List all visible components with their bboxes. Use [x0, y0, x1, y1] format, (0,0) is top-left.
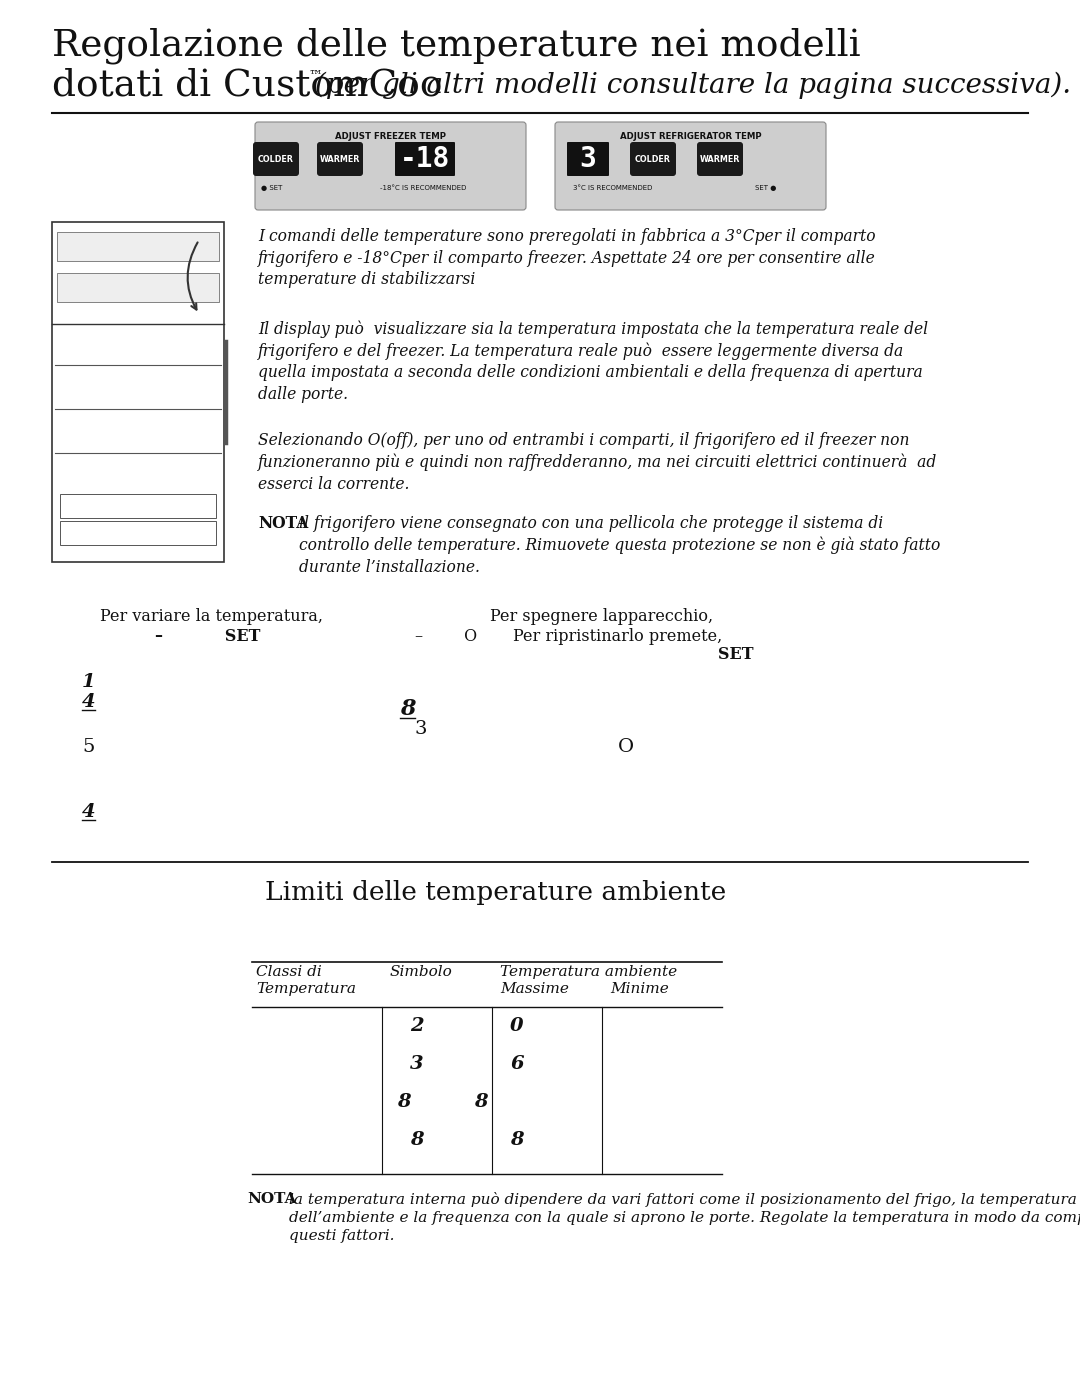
Text: la temperatura interna può dipendere da vari fattori come il posizionamento del : la temperatura interna può dipendere da …: [289, 1192, 1080, 1243]
Text: 8: 8: [397, 1092, 410, 1111]
Text: (per gli altri modelli consultare la pagina successiva).: (per gli altri modelli consultare la pag…: [315, 73, 1071, 99]
Text: WARMER: WARMER: [700, 155, 740, 163]
Text: Limiti delle temperature ambiente: Limiti delle temperature ambiente: [265, 880, 726, 905]
Text: 4: 4: [82, 693, 96, 711]
Text: Selezionando O(off), per uno od entrambi i comparti, il frigorifero ed il freeze: Selezionando O(off), per uno od entrambi…: [258, 432, 937, 493]
Bar: [60, 495, 216, 518]
Text: –        O       Per ripristinarlo premete,: – O Per ripristinarlo premete,: [415, 629, 723, 645]
Text: COLDER: COLDER: [258, 155, 294, 163]
FancyBboxPatch shape: [697, 142, 743, 176]
Text: 0: 0: [510, 1017, 524, 1035]
Text: Minime: Minime: [610, 982, 669, 996]
Text: il frigorifero viene consegnato con una pellicola che protegge il sistema di
con: il frigorifero viene consegnato con una …: [299, 515, 941, 576]
Text: -18: -18: [400, 145, 450, 173]
Text: 8: 8: [400, 698, 416, 719]
FancyBboxPatch shape: [555, 122, 826, 210]
Text: Simbolo: Simbolo: [390, 965, 453, 979]
Text: 4: 4: [82, 803, 96, 821]
Text: 5: 5: [82, 738, 94, 756]
Text: Per variare la temperatura,: Per variare la temperatura,: [100, 608, 323, 624]
Text: 8: 8: [474, 1092, 488, 1111]
Text: Per spegnere lapparecchio,: Per spegnere lapparecchio,: [490, 608, 713, 624]
Text: Il display può  visualizzare sia la temperatura impostata che la temperatura rea: Il display può visualizzare sia la tempe…: [258, 320, 928, 402]
Bar: [57, 272, 219, 302]
FancyBboxPatch shape: [318, 142, 363, 176]
Text: –           SET: – SET: [156, 629, 260, 645]
Text: ADJUST REFRIGERATOR TEMP: ADJUST REFRIGERATOR TEMP: [620, 131, 761, 141]
Text: 3: 3: [415, 719, 428, 738]
FancyBboxPatch shape: [567, 142, 609, 176]
Text: SET ●: SET ●: [755, 184, 777, 191]
Text: 8: 8: [410, 1132, 423, 1148]
Text: 3: 3: [580, 145, 596, 173]
Text: Regolazione delle temperature nei modelli: Regolazione delle temperature nei modell…: [52, 28, 861, 64]
Text: 3°C IS RECOMMENDED: 3°C IS RECOMMENDED: [573, 184, 652, 191]
Text: 6: 6: [510, 1055, 524, 1073]
Bar: [52, 222, 224, 562]
Text: Classi di: Classi di: [256, 965, 322, 979]
Text: 8: 8: [510, 1132, 524, 1148]
Text: COLDER: COLDER: [635, 155, 671, 163]
Text: ● SET: ● SET: [261, 184, 283, 191]
Text: dotati di CustomCoo: dotati di CustomCoo: [52, 68, 443, 103]
FancyBboxPatch shape: [255, 122, 526, 210]
Text: Temperatura: Temperatura: [256, 982, 356, 996]
Text: ADJUST FREEZER TEMP: ADJUST FREEZER TEMP: [335, 131, 446, 141]
Text: 2: 2: [410, 1017, 423, 1035]
Text: ™: ™: [308, 68, 322, 82]
Text: -18°C IS RECOMMENDED: -18°C IS RECOMMENDED: [380, 184, 467, 191]
Text: NOTA: NOTA: [258, 515, 308, 532]
Text: Temperatura ambiente: Temperatura ambiente: [500, 965, 677, 979]
FancyBboxPatch shape: [253, 142, 299, 176]
Text: I comandi delle temperature sono preregolati in fabbrica a 3°Cper il comparto
fr: I comandi delle temperature sono prerego…: [258, 228, 876, 288]
FancyBboxPatch shape: [395, 142, 455, 176]
Text: NOTA: NOTA: [247, 1192, 296, 1206]
Text: 3: 3: [410, 1055, 423, 1073]
FancyBboxPatch shape: [630, 142, 676, 176]
Text: O: O: [618, 738, 634, 756]
Text: Massime: Massime: [500, 982, 569, 996]
Text: WARMER: WARMER: [320, 155, 361, 163]
Text: 1: 1: [82, 673, 96, 692]
Text: SET: SET: [718, 645, 754, 664]
Bar: [57, 232, 219, 261]
Bar: [60, 521, 216, 545]
